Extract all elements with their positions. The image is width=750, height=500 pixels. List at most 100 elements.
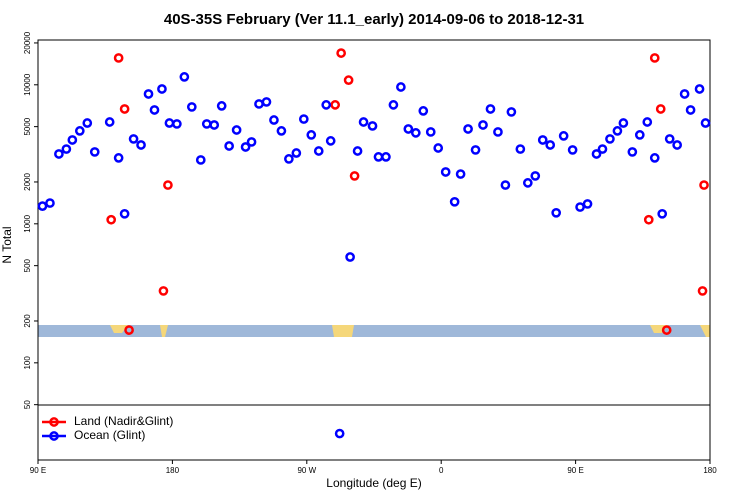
point xyxy=(261,97,272,107)
legend-label: Ocean (Glint) xyxy=(74,428,145,442)
y-tick-label: 10000 xyxy=(23,73,32,96)
point xyxy=(216,101,227,111)
point xyxy=(246,137,257,147)
point xyxy=(455,169,466,179)
point xyxy=(449,196,460,207)
point xyxy=(124,325,134,335)
point xyxy=(106,214,117,225)
legend-marker xyxy=(49,417,59,427)
point xyxy=(440,167,451,177)
point xyxy=(649,53,660,63)
point xyxy=(37,201,48,211)
x-tick-label: 180 xyxy=(703,466,717,475)
point xyxy=(567,145,578,155)
point xyxy=(186,102,197,112)
point xyxy=(661,325,672,335)
point xyxy=(298,114,309,124)
point xyxy=(291,148,302,158)
point xyxy=(618,118,629,128)
point xyxy=(403,124,414,134)
x-tick-label: 90 W xyxy=(297,466,316,475)
x-tick-label: 90 E xyxy=(30,466,46,475)
point xyxy=(418,106,429,116)
point xyxy=(433,143,444,153)
point xyxy=(164,118,175,128)
point xyxy=(143,89,154,99)
point xyxy=(700,118,711,128)
point xyxy=(575,202,585,212)
point xyxy=(627,147,638,157)
point xyxy=(500,180,511,190)
point xyxy=(136,140,146,150)
point xyxy=(612,126,623,136)
point xyxy=(345,252,355,262)
plot-frame xyxy=(37,39,711,461)
y-axis-label: N Total xyxy=(0,226,14,263)
point xyxy=(545,140,556,150)
point xyxy=(113,53,124,63)
point xyxy=(201,119,212,129)
point xyxy=(336,48,346,58)
point xyxy=(664,134,675,144)
point xyxy=(349,171,360,181)
point xyxy=(149,105,160,115)
point xyxy=(321,100,332,110)
point xyxy=(313,146,324,156)
point xyxy=(551,207,562,218)
point xyxy=(240,142,251,152)
point xyxy=(254,99,264,109)
point xyxy=(694,84,705,94)
point xyxy=(325,136,336,146)
point xyxy=(388,100,399,110)
point xyxy=(224,141,234,151)
point xyxy=(642,117,653,127)
y-tick-label: 1000 xyxy=(23,214,32,232)
point xyxy=(597,144,608,154)
point xyxy=(655,104,666,114)
point xyxy=(367,121,378,131)
point xyxy=(172,119,182,129)
point xyxy=(276,126,287,136)
point xyxy=(209,120,220,130)
point xyxy=(54,149,64,159)
point xyxy=(697,286,708,296)
point xyxy=(699,180,709,190)
point xyxy=(45,198,55,208)
point xyxy=(493,127,503,137)
point xyxy=(104,117,115,127)
point xyxy=(61,144,72,154)
point xyxy=(478,120,488,130)
point xyxy=(119,104,130,114)
point xyxy=(334,428,345,439)
point xyxy=(657,208,668,219)
point xyxy=(119,208,130,219)
point xyxy=(410,128,421,138)
map-ocean xyxy=(38,325,710,337)
point xyxy=(158,286,169,296)
point xyxy=(284,154,294,164)
x-tick-label: 90 E xyxy=(567,466,583,475)
point xyxy=(343,75,354,85)
point xyxy=(231,125,242,135)
point xyxy=(649,153,660,163)
point xyxy=(672,140,682,150)
y-tick-label: 5000 xyxy=(23,117,32,135)
point xyxy=(643,214,654,225)
chart-title: 40S-35S February (Ver 11.1_early) 2014-0… xyxy=(164,11,584,28)
y-tick-label: 2000 xyxy=(23,173,32,191)
legend-label: Land (Nadir&Glint) xyxy=(74,414,173,428)
point xyxy=(163,180,173,190)
point xyxy=(634,130,645,140)
x-axis-label: Longitude (deg E) xyxy=(326,476,421,490)
y-tick-label: 20000 xyxy=(23,31,32,54)
point xyxy=(685,105,696,115)
point xyxy=(582,199,593,209)
point xyxy=(381,152,391,162)
point xyxy=(89,147,100,157)
point xyxy=(515,144,526,154)
point xyxy=(522,178,533,188)
point xyxy=(530,171,541,181)
point xyxy=(463,124,473,134)
